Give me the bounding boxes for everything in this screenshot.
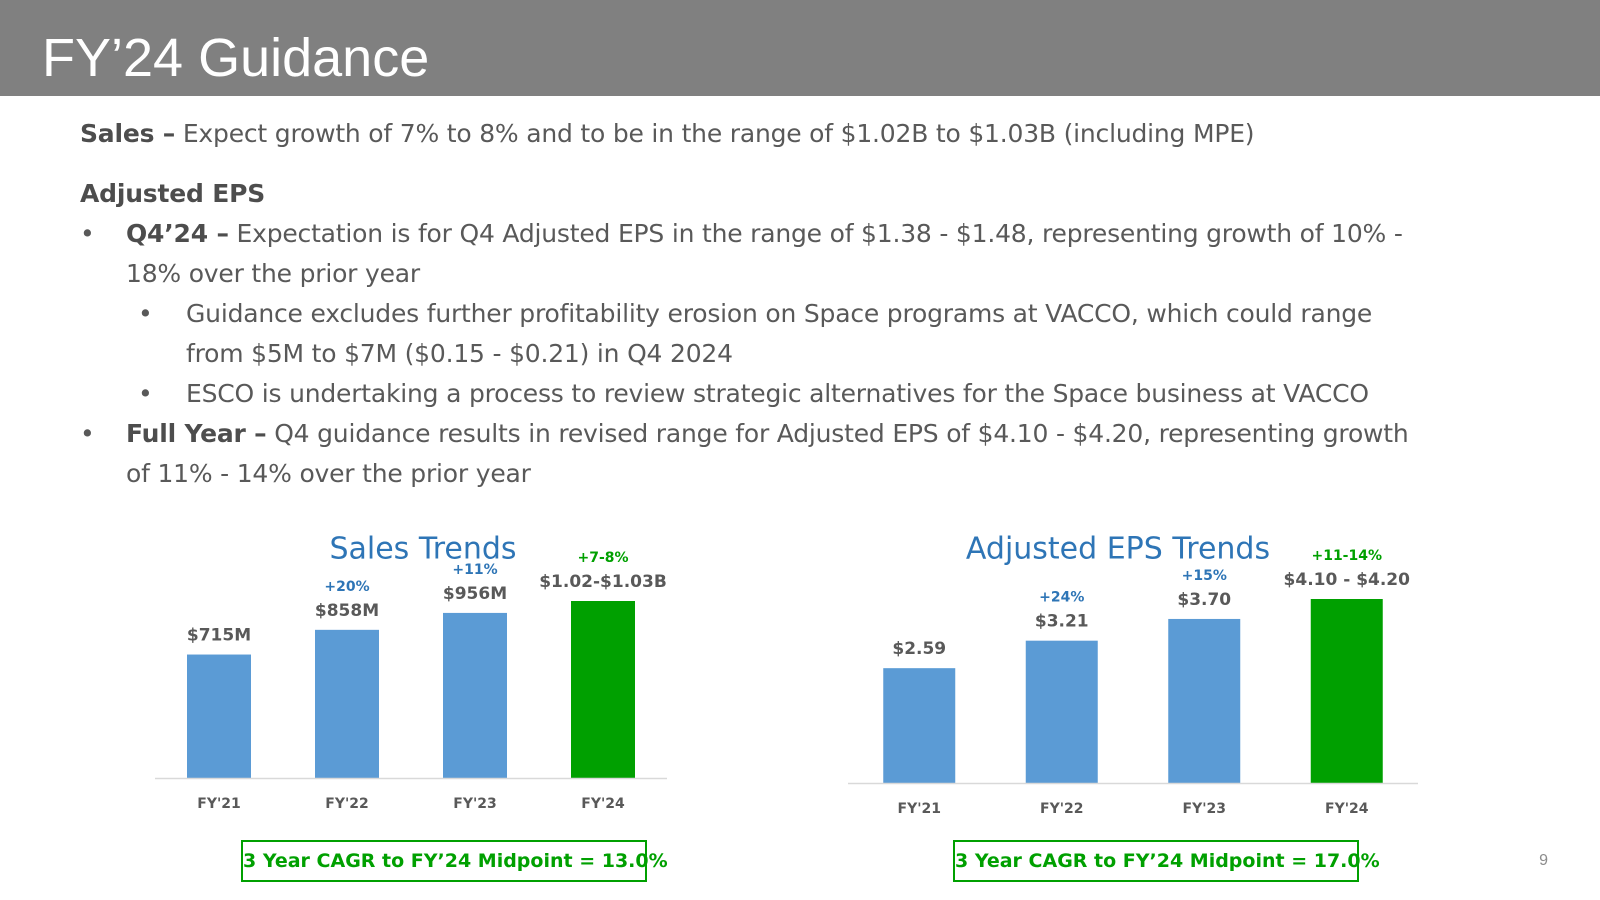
value-label: $3.70 xyxy=(1177,590,1231,610)
bullet-icon: • xyxy=(138,379,153,408)
value-label: $2.59 xyxy=(892,639,946,659)
fy-text-2: of 11% - 14% over the prior year xyxy=(126,459,531,488)
sales-chart-svg: Sales Trends $715M FY'21 $858M +20% FY'22 $956… xyxy=(155,532,667,812)
sub1-line1: Guidance excludes further profitability … xyxy=(186,299,1373,328)
sub1-line2: from $5M to $7M ($0.15 - $0.21) in Q4 20… xyxy=(186,339,733,368)
guidance-text: Sales – Expect growth of 7% to 8% and to… xyxy=(80,114,1520,494)
sub-bullet-1: • Guidance excludes further profitability… xyxy=(80,294,1520,334)
bar-fy23 xyxy=(443,612,507,778)
fy-text-1: Q4 guidance results in revised range for… xyxy=(266,419,1409,448)
category-label: FY'21 xyxy=(898,801,941,817)
bar-fy24 xyxy=(571,601,635,778)
value-label: $4.10 - $4.20 xyxy=(1284,570,1411,590)
q4-text-2: 18% over the prior year xyxy=(126,259,420,288)
category-label: FY'22 xyxy=(325,796,368,812)
chart-title: Adjusted EPS Trends xyxy=(966,532,1270,567)
category-label: FY'22 xyxy=(1040,801,1083,817)
bullet-icon: • xyxy=(138,299,153,328)
title-bar: FY’24 Guidance xyxy=(0,0,1600,96)
fy-bullet: • Full Year – Q4 guidance results in revi… xyxy=(80,414,1520,454)
category-label: FY'21 xyxy=(197,796,240,812)
category-label: FY'24 xyxy=(581,796,625,812)
growth-label: +24% xyxy=(1039,590,1084,606)
bar-fy21 xyxy=(187,654,251,778)
sub-bullet-2: • ESCO is undertaking a process to review… xyxy=(80,374,1520,414)
bar-fy22 xyxy=(315,629,379,778)
sales-line: Sales – Expect growth of 7% to 8% and to… xyxy=(80,114,1520,154)
category-label: FY'23 xyxy=(1183,801,1226,817)
sales-label: Sales – xyxy=(80,119,176,148)
eps-trends-chart: Adjusted EPS Trends $2.59 FY'21 $3.21 +24% FY… xyxy=(848,528,1428,843)
q4-text-1: Expectation is for Q4 Adjusted EPS in th… xyxy=(228,219,1403,248)
q4-bullet: • Q4’24 – Expectation is for Q4 Adjusted … xyxy=(80,214,1520,254)
bar-fy24 xyxy=(1310,599,1383,783)
value-label: $858M xyxy=(315,601,379,621)
bar-fy21 xyxy=(883,668,956,783)
q4-label: Q4’24 – xyxy=(126,219,229,248)
bullet-icon: • xyxy=(80,419,95,448)
page-number: 9 xyxy=(1539,852,1548,869)
bullet-icon: • xyxy=(80,219,95,248)
chart-title: Sales Trends xyxy=(329,532,516,567)
growth-label: +15% xyxy=(1182,568,1227,584)
sales-text: Expect growth of 7% to 8% and to be in t… xyxy=(175,119,1255,148)
sales-trends-chart: Sales Trends $715M FY'21 $858M +20% FY'22 $956… xyxy=(155,528,685,838)
sub2-text: ESCO is undertaking a process to review … xyxy=(186,379,1369,408)
eps-heading: Adjusted EPS xyxy=(80,174,1520,214)
category-label: FY'24 xyxy=(1325,801,1369,817)
eps-heading-text: Adjusted EPS xyxy=(80,179,266,208)
eps-chart-svg: Adjusted EPS Trends $2.59 FY'21 $3.21 +24% FY… xyxy=(848,532,1418,817)
value-label: $956M xyxy=(443,584,507,604)
page-title: FY’24 Guidance xyxy=(42,28,430,88)
growth-label: +11% xyxy=(452,562,497,578)
category-label: FY'23 xyxy=(453,796,496,812)
growth-label: +20% xyxy=(324,579,369,595)
growth-label: +11-14% xyxy=(1311,548,1382,564)
bar-fy23 xyxy=(1168,618,1241,783)
fy-label: Full Year – xyxy=(126,419,267,448)
value-label: $715M xyxy=(187,626,251,646)
eps-cagr-box: 3 Year CAGR to FY’24 Midpoint = 17.0% xyxy=(953,840,1380,882)
bar-fy22 xyxy=(1025,640,1098,783)
sales-cagr-box: 3 Year CAGR to FY’24 Midpoint = 13.0% xyxy=(241,840,668,882)
value-label: $3.21 xyxy=(1035,612,1089,632)
value-label: $1.02-$1.03B xyxy=(539,572,667,592)
growth-label: +7-8% xyxy=(577,550,628,566)
